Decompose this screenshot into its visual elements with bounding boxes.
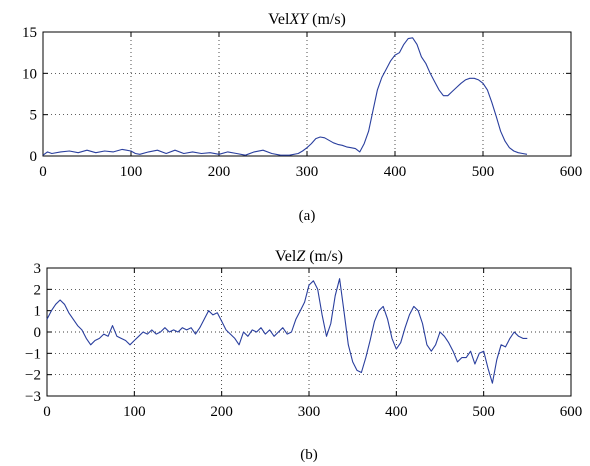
title-b-prefix: Vel	[275, 248, 297, 265]
velxy-series-line	[42, 37, 528, 156]
x-tick-label: 600	[560, 164, 583, 180]
x-tick-label: 400	[384, 164, 407, 180]
x-tick-label: 200	[208, 164, 231, 180]
y-tick-label: −3	[25, 389, 41, 405]
grid-b	[47, 268, 571, 396]
x-tick-label: 100	[123, 404, 146, 420]
y-tick-label: −1	[25, 346, 41, 362]
x-tick-label: 300	[296, 164, 319, 180]
title-a-symbol: XY	[288, 11, 310, 28]
y-tick-label: 2	[34, 282, 42, 298]
title-b-unit: (m/s)	[305, 248, 343, 265]
y-tick-label: 15	[22, 25, 37, 41]
grid-a	[43, 32, 571, 156]
y-tick-label: 3	[34, 261, 42, 277]
plot-area-a	[42, 31, 572, 157]
x-tick-label: 100	[120, 164, 143, 180]
caption-b: (b)	[300, 447, 318, 463]
y-tick-label: 10	[22, 66, 37, 82]
x-tick-label: 300	[298, 404, 321, 420]
chart-title-a: VelXY (m/s)	[268, 11, 346, 28]
y-tick-label: −2	[25, 368, 41, 384]
y-tick-label: 5	[30, 108, 38, 124]
chart-panel-b: 0 100 200 300 400 500 600 −3 −2 −1 0 1 2 3 VelZ (m/s)…	[25, 248, 582, 463]
chart-panel-a: 0 100 200 300 400 500 600 0 5 10 15 VelXY (m/s) (a…	[22, 11, 582, 224]
x-tick-label: 400	[385, 404, 408, 420]
x-tick-label: 500	[472, 404, 495, 420]
title-b-symbol: Z	[296, 248, 306, 265]
caption-a: (a)	[299, 208, 316, 224]
y-tick-label: 1	[34, 304, 42, 320]
x-tick-label: 500	[472, 164, 495, 180]
x-tick-label: 600	[560, 404, 583, 420]
chart-title-b: VelZ (m/s)	[275, 248, 343, 265]
axis-ticks-b: 0 100 200 300 400 500 600 −3 −2 −1 0 1 2 3	[25, 261, 582, 420]
x-tick-label: 200	[210, 404, 233, 420]
x-tick-label: 0	[39, 164, 47, 180]
title-a-prefix: Vel	[268, 11, 290, 28]
y-tick-label: 0	[34, 325, 42, 341]
title-a-unit: (m/s)	[308, 11, 346, 28]
velz-series-line	[46, 278, 528, 384]
axis-ticks-a: 0 100 200 300 400 500 600 0 5 10 15	[22, 25, 582, 180]
x-tick-label: 0	[43, 404, 51, 420]
y-tick-label: 0	[30, 149, 38, 165]
